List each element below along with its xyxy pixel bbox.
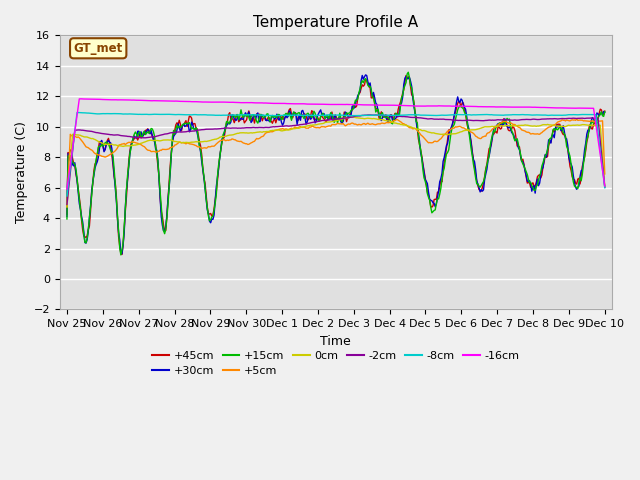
-2cm: [290, 123, 298, 129]
+5cm: [458, 125, 466, 131]
Legend: +45cm, +30cm, +15cm, +5cm, 0cm, -2cm, -8cm, -16cm: +45cm, +30cm, +15cm, +5cm, 0cm, -2cm, -8…: [148, 346, 524, 381]
-16cm: [391, 102, 399, 108]
+15cm: [601, 109, 609, 115]
-16cm: [63, 186, 71, 192]
-2cm: [364, 112, 372, 118]
X-axis label: Time: Time: [321, 335, 351, 348]
Text: GT_met: GT_met: [74, 42, 123, 55]
0cm: [460, 128, 467, 134]
-8cm: [63, 193, 71, 199]
+15cm: [291, 110, 299, 116]
-2cm: [460, 118, 467, 123]
0cm: [391, 120, 399, 126]
Y-axis label: Temperature (C): Temperature (C): [15, 121, 28, 223]
-8cm: [460, 112, 467, 118]
+30cm: [118, 251, 126, 257]
-8cm: [73, 109, 81, 115]
-8cm: [601, 185, 609, 191]
Title: Temperature Profile A: Temperature Profile A: [253, 15, 419, 30]
-8cm: [365, 112, 373, 118]
-16cm: [291, 101, 299, 107]
-2cm: [63, 202, 71, 207]
+5cm: [552, 121, 559, 127]
+45cm: [118, 252, 126, 257]
Line: -16cm: -16cm: [67, 99, 605, 189]
0cm: [63, 204, 71, 210]
0cm: [230, 132, 238, 137]
-8cm: [391, 112, 399, 118]
-8cm: [553, 112, 561, 118]
+30cm: [392, 115, 400, 121]
0cm: [553, 123, 561, 129]
+15cm: [404, 70, 412, 75]
-16cm: [601, 183, 609, 189]
+5cm: [290, 125, 298, 131]
-2cm: [230, 125, 238, 131]
0cm: [365, 116, 373, 121]
+45cm: [63, 211, 71, 217]
+30cm: [601, 109, 609, 115]
+15cm: [365, 84, 373, 90]
+30cm: [232, 117, 239, 123]
-16cm: [77, 96, 84, 102]
0cm: [349, 114, 357, 120]
-16cm: [365, 102, 373, 108]
-2cm: [372, 112, 380, 118]
-16cm: [460, 103, 467, 109]
+45cm: [391, 110, 399, 116]
+45cm: [461, 108, 468, 113]
+45cm: [291, 109, 299, 115]
+15cm: [117, 252, 125, 258]
-8cm: [291, 112, 299, 118]
Line: +5cm: +5cm: [67, 119, 605, 207]
+15cm: [232, 115, 239, 120]
+30cm: [461, 105, 468, 110]
-16cm: [553, 105, 561, 111]
+15cm: [391, 112, 399, 118]
+5cm: [573, 116, 580, 122]
0cm: [601, 184, 609, 190]
+5cm: [601, 171, 609, 177]
+45cm: [601, 108, 609, 114]
Line: -8cm: -8cm: [67, 112, 605, 196]
Line: +15cm: +15cm: [67, 72, 605, 255]
+30cm: [362, 72, 369, 78]
-2cm: [553, 116, 561, 121]
-2cm: [391, 113, 399, 119]
0cm: [290, 126, 298, 132]
+5cm: [63, 204, 71, 210]
+45cm: [365, 84, 373, 89]
+5cm: [390, 118, 397, 123]
+30cm: [291, 110, 299, 116]
+45cm: [402, 72, 410, 78]
+15cm: [461, 109, 468, 115]
Line: 0cm: 0cm: [67, 117, 605, 207]
+30cm: [554, 124, 561, 130]
+30cm: [366, 80, 374, 86]
-2cm: [601, 184, 609, 190]
+30cm: [63, 214, 71, 219]
-16cm: [232, 99, 239, 105]
Line: +45cm: +45cm: [67, 75, 605, 254]
-8cm: [232, 112, 239, 118]
+15cm: [63, 216, 71, 222]
+45cm: [554, 121, 561, 127]
+5cm: [230, 137, 238, 143]
+45cm: [232, 117, 239, 122]
+5cm: [364, 120, 372, 126]
Line: +30cm: +30cm: [67, 75, 605, 254]
+15cm: [554, 127, 561, 132]
Line: -2cm: -2cm: [67, 115, 605, 204]
